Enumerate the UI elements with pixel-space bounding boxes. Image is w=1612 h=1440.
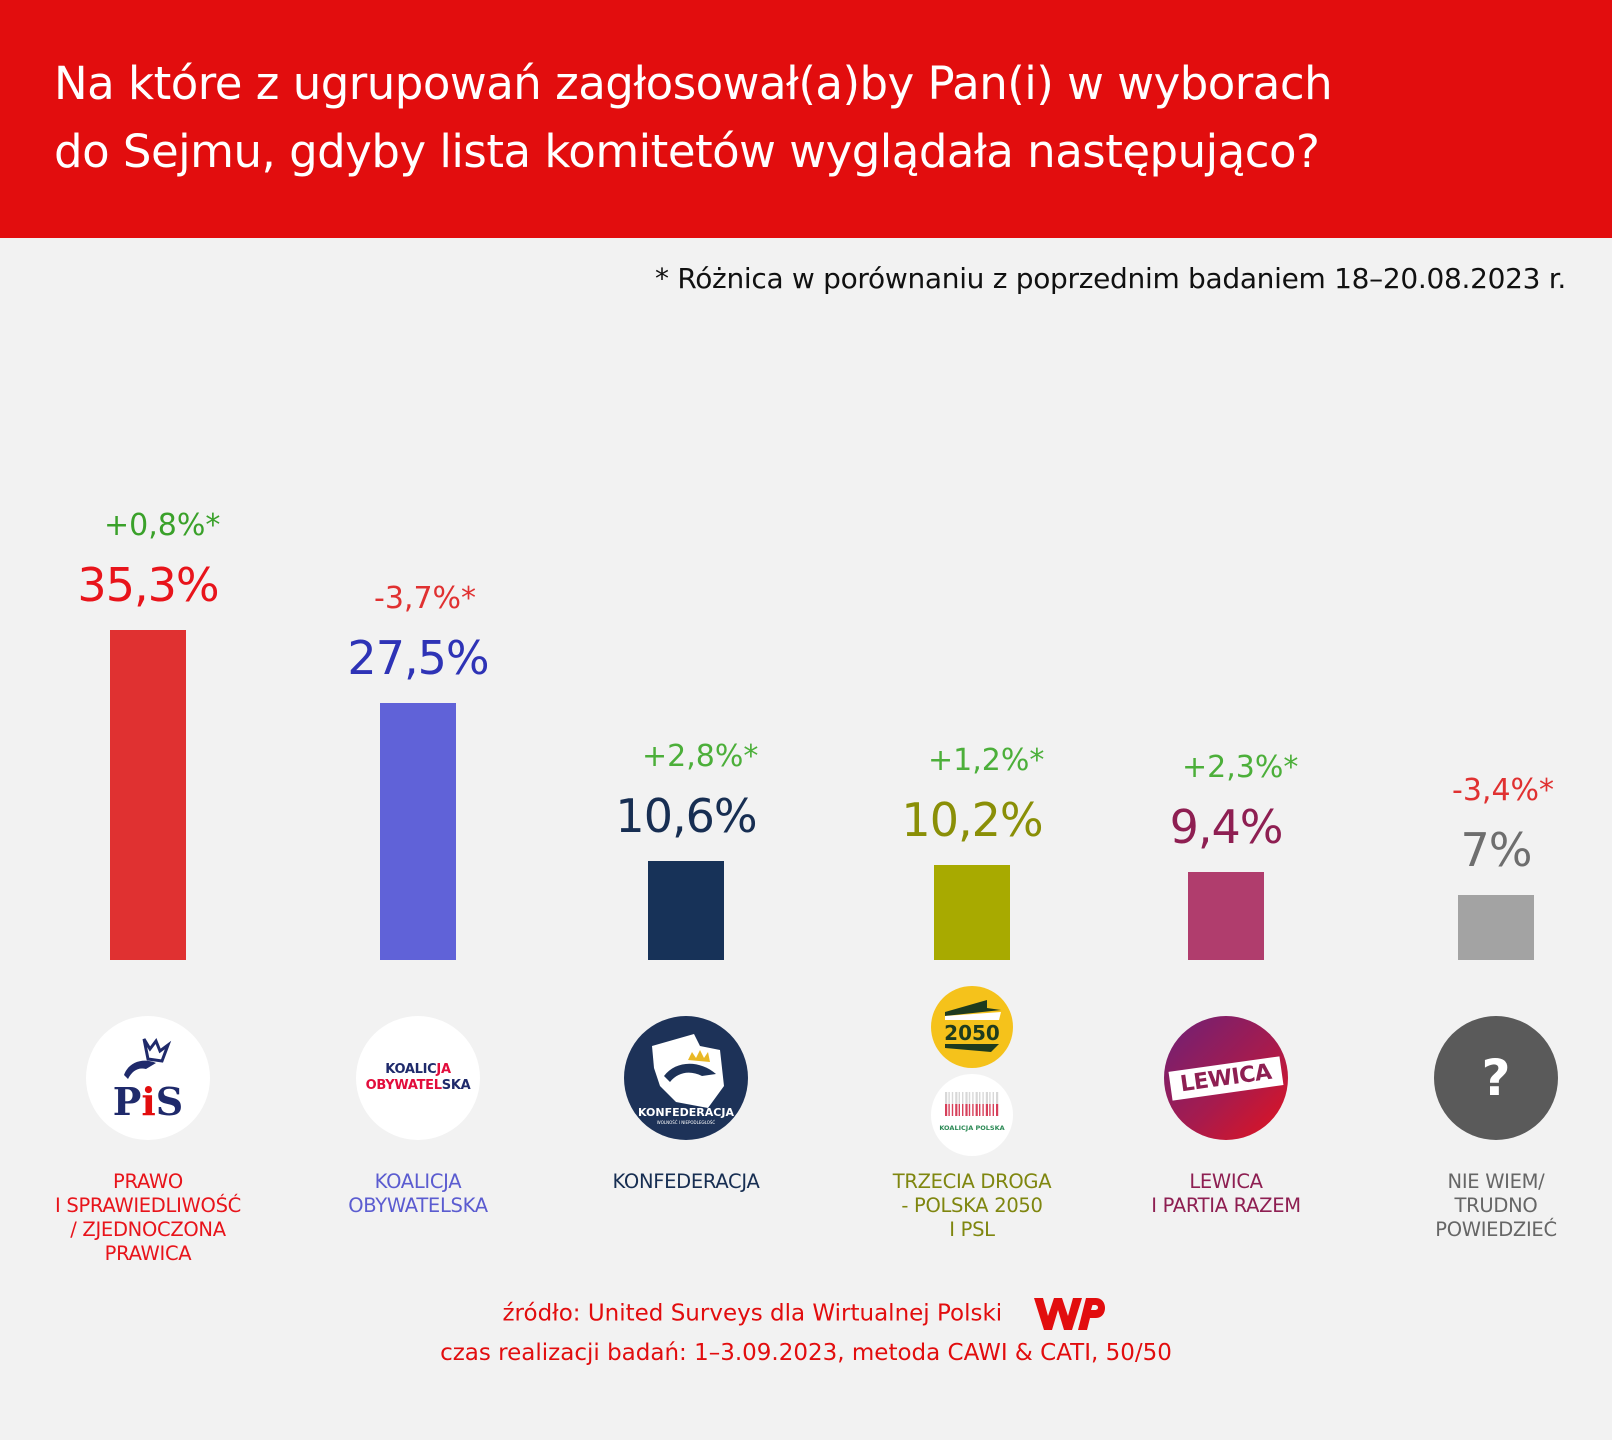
bar (1458, 895, 1534, 960)
value-label: 35,3% (77, 558, 219, 612)
party-label-line: KONFEDERACJA (612, 1170, 760, 1193)
header-banner: Na które z ugrupowań zagłosował(a)by Pan… (0, 0, 1612, 238)
konfederacja-logo: KONFEDERACJA WOLNOŚĆ I NIEPODLEGŁOŚĆ (624, 1016, 748, 1140)
party-label-line: NIE WIEM/ (1447, 1170, 1545, 1193)
delta-label: +2,8%* (642, 739, 759, 774)
title-line-1: Na które z ugrupowań zagłosował(a)by Pan… (54, 57, 1333, 110)
bar (110, 630, 186, 960)
delta-label: -3,7%* (374, 581, 477, 616)
chart-title: Na które z ugrupowań zagłosował(a)by Pan… (54, 50, 1594, 186)
svg-text:WOLNOŚĆ I NIEPODLEGŁOŚĆ: WOLNOŚĆ I NIEPODLEGŁOŚĆ (657, 1120, 716, 1125)
party-label-line: I PARTIA RAZEM (1151, 1194, 1301, 1217)
party-label-line: - POLSKA 2050 (901, 1194, 1043, 1217)
svg-text:KONFEDERACJA: KONFEDERACJA (638, 1106, 734, 1119)
value-label: 7% (1460, 823, 1533, 877)
source-text: źródło: United Surveys dla Wirtualnej Po… (502, 1300, 1003, 1327)
party-label-line: POWIEDZIEĆ (1435, 1218, 1557, 1241)
bar (1188, 872, 1264, 960)
value-label: 10,2% (901, 793, 1043, 847)
polska-2050-logo: 2050 (931, 986, 1013, 1068)
source-line: źródło: United Surveys dla Wirtualnej Po… (0, 1292, 1612, 1336)
party-label: TRZECIA DROGA - POLSKA 2050 I PSL (852, 1170, 1092, 1242)
wp-logo (1030, 1292, 1110, 1336)
ko-logo: KOALICJA OBYWATELSKA (356, 1016, 480, 1140)
method-line: czas realizacji badań: 1–3.09.2023, meto… (440, 1340, 1172, 1366)
lewica-logo: LEWICA (1164, 1016, 1288, 1140)
value-label: 27,5% (347, 631, 489, 685)
comparison-note: * Różnica w porównaniu z poprzednim bada… (655, 262, 1566, 295)
delta-label: -3,4%* (1452, 773, 1555, 808)
bar (380, 703, 456, 960)
bar (648, 861, 724, 960)
svg-text:2050: 2050 (944, 1021, 1000, 1045)
delta-label: +0,8%* (104, 508, 221, 543)
party-label-line: TRUDNO (1454, 1194, 1538, 1217)
bar (934, 865, 1010, 960)
party-label: PRAWO I SPRAWIEDLIWOŚĆ / ZJEDNOCZONA PRAWIC… (28, 1170, 268, 1266)
party-label-line: OBYWATELSKA (348, 1194, 488, 1217)
pis-logo: PiS (86, 1016, 210, 1140)
svg-text:PiS: PiS (113, 1079, 183, 1123)
party-label-line: / ZJEDNOCZONA (70, 1218, 226, 1241)
party-label: NIE WIEM/TRUDNO POWIEDZIEĆ (1376, 1170, 1612, 1242)
question-logo: ? (1434, 1016, 1558, 1140)
party-label-line: I PSL (949, 1218, 995, 1241)
party-label: KONFEDERACJA (566, 1170, 806, 1194)
value-label: 10,6% (615, 789, 757, 843)
party-label: KOALICJA OBYWATELSKA (298, 1170, 538, 1218)
party-label-line: TRZECIA DROGA (892, 1170, 1052, 1193)
title-line-2: do Sejmu, gdyby lista komitetów wyglądał… (54, 125, 1320, 178)
party-label-line: PRAWO (113, 1170, 183, 1193)
koalicja-polska-logo: KOALICJA POLSKA (931, 1074, 1013, 1156)
party-label-line: I SPRAWIEDLIWOŚĆ (55, 1194, 241, 1217)
party-label-line: KOALICJA (374, 1170, 462, 1193)
delta-label: +1,2%* (928, 743, 1045, 778)
party-label: LEWICA I PARTIA RAZEM (1106, 1170, 1346, 1218)
party-label-line: LEWICA (1189, 1170, 1263, 1193)
svg-text:KOALICJA POLSKA: KOALICJA POLSKA (939, 1124, 1004, 1132)
party-label-line: PRAWICA (104, 1242, 192, 1265)
value-label: 9,4% (1169, 800, 1284, 854)
delta-label: +2,3%* (1182, 750, 1299, 785)
